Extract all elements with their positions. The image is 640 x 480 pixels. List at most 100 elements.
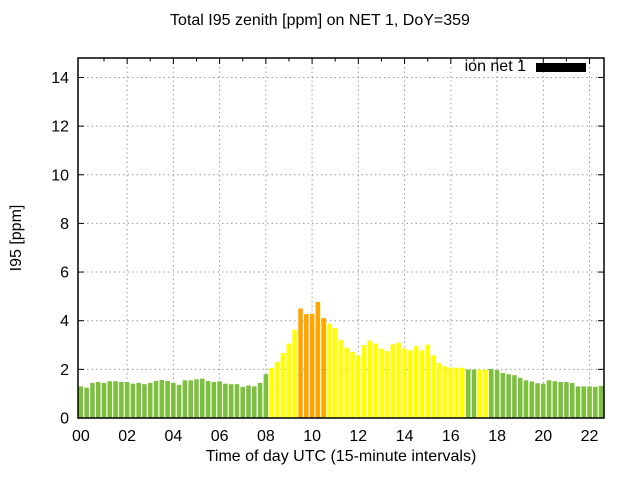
bar-08:00: [263, 374, 269, 418]
bar-02:45: [142, 384, 147, 418]
y-tick-label: 12: [51, 119, 69, 136]
legend-label: ion net 1: [464, 58, 526, 75]
legend: ion net 1: [464, 58, 586, 75]
bar-05:00: [194, 379, 199, 418]
bar-03:30: [159, 380, 165, 418]
bar-03:45: [165, 381, 170, 418]
bar-06:00: [217, 381, 222, 418]
bar-06:15: [223, 383, 228, 418]
x-tick-label: 10: [303, 428, 321, 445]
y-tick-label: 4: [60, 313, 69, 330]
bar-08:15: [269, 367, 274, 418]
bar-09:00: [286, 343, 292, 418]
bar-19:00: [517, 377, 523, 418]
bar-12:45: [373, 343, 378, 418]
bar-11:15: [338, 340, 344, 418]
bar-16:15: [454, 367, 459, 418]
bar-11:00: [332, 328, 338, 418]
bar-18:15: [500, 373, 506, 418]
bar-22:00: [587, 386, 592, 418]
x-tick-label: 20: [534, 428, 552, 445]
bar-18:00: [494, 370, 500, 418]
bar-05:45: [211, 382, 217, 418]
bar-15:30: [436, 363, 442, 418]
y-tick-label: 6: [60, 265, 69, 282]
bar-21:15: [569, 382, 575, 418]
bar-20:45: [558, 382, 563, 418]
x-tick-label: 02: [118, 428, 136, 445]
bar-00:15: [84, 387, 89, 418]
x-tick-label: 04: [165, 428, 183, 445]
bar-01:30: [113, 381, 118, 418]
bar-05:15: [199, 378, 205, 418]
bar-02:00: [124, 382, 130, 418]
bar-08:30: [275, 362, 280, 418]
bar-10:45: [327, 323, 332, 418]
bar-16:30: [460, 367, 465, 418]
bar-10:15: [315, 301, 321, 418]
bar-19:45: [535, 383, 540, 418]
bar-04:45: [188, 380, 193, 418]
y-tick-label: 8: [60, 216, 69, 233]
x-tick-label: 22: [581, 428, 599, 445]
x-tick-label: 18: [488, 428, 506, 445]
bar-00:45: [95, 382, 101, 418]
bar-16:00: [448, 367, 454, 418]
y-tick-label: 10: [51, 167, 69, 184]
bar-14:00: [402, 348, 407, 418]
bar-00:00: [78, 386, 84, 418]
bar-08:45: [280, 353, 286, 418]
bar-02:30: [136, 382, 141, 418]
bar-19:15: [523, 380, 529, 418]
bar-06:45: [234, 384, 240, 418]
bar-11:45: [350, 351, 355, 418]
legend-swatch: [536, 62, 586, 72]
bar-09:30: [298, 308, 303, 418]
bar-06:30: [228, 384, 234, 418]
y-axis-label: I95 [ppm]: [8, 204, 25, 272]
bar-07:45: [257, 382, 263, 418]
x-tick-label: 12: [349, 428, 367, 445]
bar-04:15: [176, 384, 182, 418]
bar-13:30: [390, 344, 396, 418]
bar-17:45: [489, 368, 494, 418]
bar-14:45: [419, 350, 425, 418]
x-tick-label: 08: [257, 428, 275, 445]
bar-15:15: [431, 355, 436, 418]
bar-02:15: [130, 383, 136, 418]
bar-00:30: [90, 382, 95, 418]
bar-01:15: [107, 381, 113, 418]
bar-01:00: [101, 382, 107, 418]
bar-05:30: [205, 381, 211, 418]
bar-04:00: [171, 382, 176, 418]
bar-14:30: [413, 346, 419, 418]
bar-17:00: [471, 369, 477, 418]
bar-13:15: [384, 351, 390, 418]
bar-21:45: [581, 386, 587, 418]
bar-17:30: [483, 369, 488, 418]
bar-10:00: [309, 313, 315, 418]
bar-13:45: [396, 342, 402, 418]
bar-20:00: [541, 383, 546, 418]
bar-07:00: [240, 386, 246, 418]
bar-18:45: [512, 375, 517, 418]
bar-20:15: [546, 380, 552, 418]
bar-12:30: [367, 340, 373, 418]
bar-21:00: [564, 382, 569, 418]
x-tick-label: 14: [396, 428, 414, 445]
bar-16:45: [465, 369, 471, 418]
bar-15:45: [442, 366, 448, 418]
bar-12:15: [361, 345, 367, 418]
bar-10:30: [321, 318, 326, 418]
x-tick-label: 16: [442, 428, 460, 445]
bar-17:15: [477, 369, 483, 418]
x-tick-label: 06: [211, 428, 229, 445]
bar-19:30: [529, 381, 535, 418]
bar-15:00: [425, 344, 430, 418]
bar-07:15: [246, 385, 251, 418]
bar-09:45: [304, 314, 309, 418]
bar-12:00: [356, 355, 361, 418]
bar-18:30: [506, 374, 511, 418]
